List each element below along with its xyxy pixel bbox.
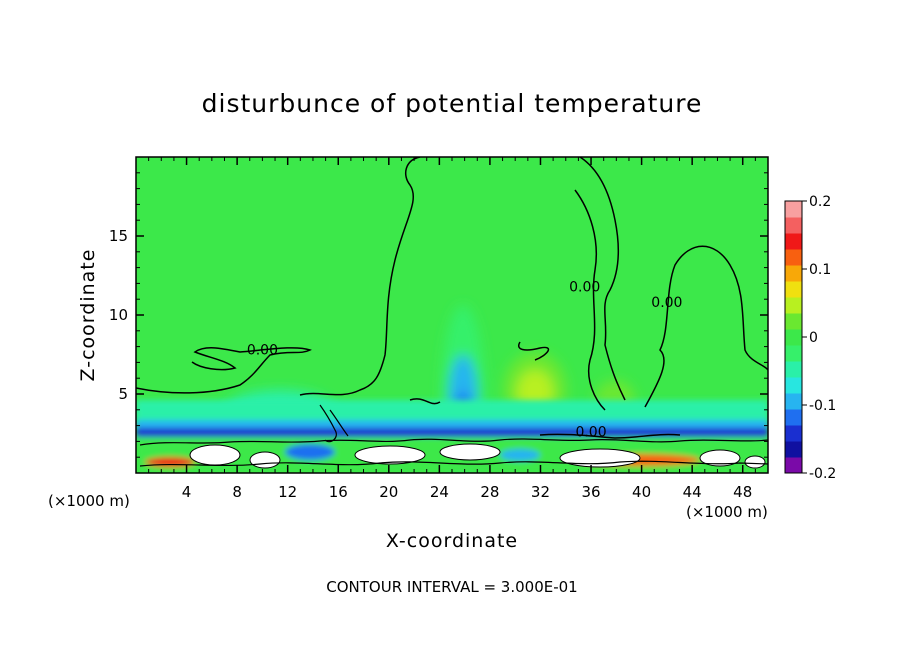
colorbar-swatch <box>785 329 802 346</box>
surface-cold-patch-2 <box>500 449 540 461</box>
contour-label: 0.00 <box>651 295 682 311</box>
plot-frame <box>135 156 769 474</box>
lower-blue-layer <box>136 420 768 430</box>
y-tick-label: 5 <box>118 385 128 403</box>
inversion-blue-band <box>136 428 768 437</box>
x-tick-label: 32 <box>531 483 550 501</box>
x-tick-label: 12 <box>278 483 297 501</box>
contour-label: 0.00 <box>247 343 278 359</box>
x-tick-label: 40 <box>632 483 651 501</box>
x-tick-label: 16 <box>329 483 348 501</box>
colorbar-swatch <box>785 361 802 378</box>
colorbar-swatch <box>785 377 802 394</box>
contour-lines <box>136 157 768 439</box>
colorbar-swatch <box>785 457 802 474</box>
contour-label: 0.00 <box>575 425 606 441</box>
x-tick-label: 28 <box>480 483 499 501</box>
colorbar-swatch <box>785 249 802 266</box>
x-tick-label: 8 <box>232 483 242 501</box>
colorbar-swatch <box>785 345 802 362</box>
contour-interval-note: CONTOUR INTERVAL = 3.000E-01 <box>326 578 577 596</box>
colorbar-swatch <box>785 441 802 458</box>
surface-contour-lines <box>139 404 768 467</box>
x-tick-label: 36 <box>581 483 600 501</box>
plot-area <box>136 157 768 473</box>
y-tick-label: 10 <box>109 306 128 324</box>
colorbar-swatch <box>785 233 802 250</box>
colorbar-tick-label: -0.2 <box>809 466 836 482</box>
surface-cold-patch <box>285 444 335 460</box>
x-tick-label: 48 <box>733 483 752 501</box>
colorbar-tick-label: -0.1 <box>809 398 836 414</box>
colorbar-tick-label: 0 <box>809 330 818 346</box>
x-tick-label: 20 <box>379 483 398 501</box>
colorbar-swatch <box>785 201 802 218</box>
x-axis-label: X-coordinate <box>386 530 518 552</box>
colorbar-swatch <box>785 265 802 282</box>
x-unit-right: (×1000 m) <box>686 503 768 521</box>
colorbar-tick-label: 0.1 <box>809 262 831 278</box>
x-tick-label: 4 <box>182 483 192 501</box>
colorbar-tick-label: 0.2 <box>809 194 831 210</box>
colorbar-swatch <box>785 281 802 298</box>
contour-label: 0.00 <box>569 279 600 295</box>
colorbar-swatch <box>785 409 802 426</box>
y-axis-label: Z-coordinate <box>77 249 99 382</box>
colorbar-swatch <box>785 425 802 442</box>
x-tick-label: 24 <box>430 483 449 501</box>
colorbar-swatch <box>785 217 802 234</box>
y-tick-label: 15 <box>109 227 128 245</box>
colorbar-swatch <box>785 297 802 314</box>
x-unit-left: (×1000 m) <box>48 492 130 510</box>
colorbar-swatch <box>785 313 802 330</box>
chart-title: disturbunce of potential temperature <box>202 89 703 118</box>
colorbar-swatch <box>785 393 802 410</box>
x-tick-label: 44 <box>683 483 702 501</box>
